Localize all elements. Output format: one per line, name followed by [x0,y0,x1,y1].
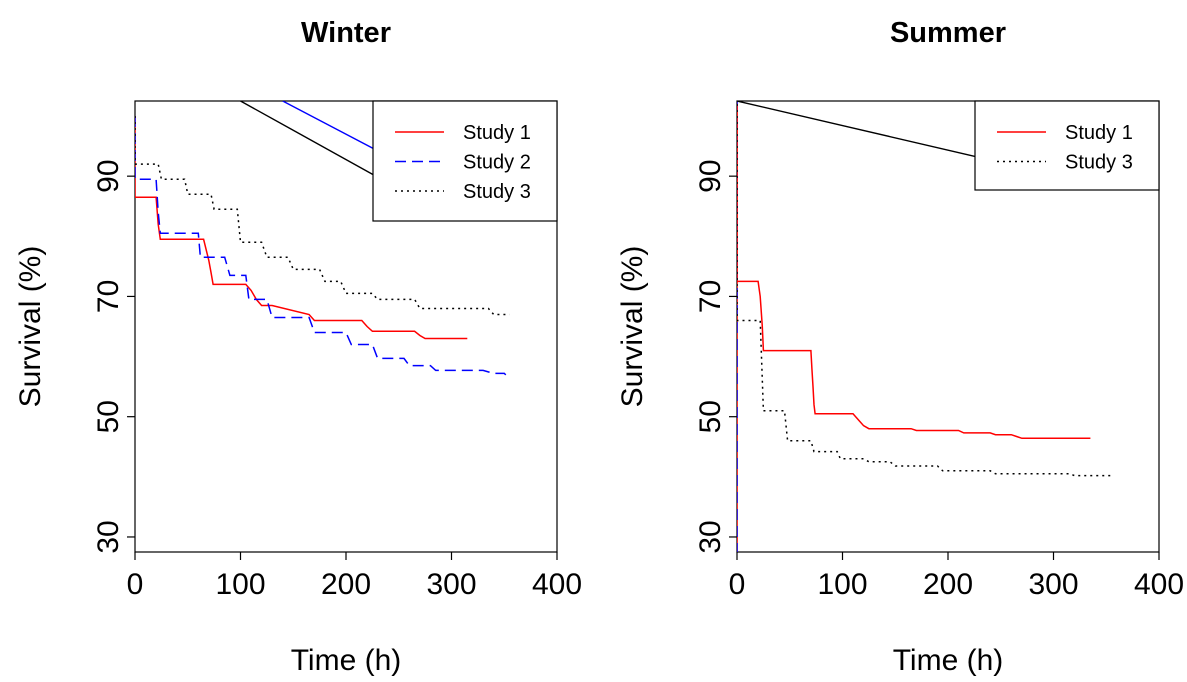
winter-x-tick-label: 200 [321,568,371,601]
summer-panel: Summer 0 100 200 300 400 30 50 70 90 Time (h) Survi… [616,17,1184,677]
summer-x-tick-label: 300 [1028,568,1078,601]
summer-y-tick-label: 30 [694,520,727,553]
winter-x-tick-label: 100 [215,568,265,601]
summer-title: Summer [890,17,1006,49]
summer-x-axis-label: Time (h) [893,644,1004,677]
winter-x-axis-label: Time (h) [291,644,402,677]
winter-title: Winter [301,17,391,49]
winter-series-study-3 [135,116,510,316]
winter-y-tick-label: 70 [92,280,125,313]
winter-legend: Study 1 Study 2 Study 3 [372,100,558,222]
summer-x-tick-label: 0 [729,568,746,601]
winter-legend-label-study-2: Study 2 [463,152,531,174]
winter-y-axis-label: Survival (%) [14,246,47,408]
summer-x-tick-label: 400 [1134,568,1184,601]
summer-callout-study-3 [737,101,1004,164]
summer-legend-box [974,100,1160,191]
winter-y-tick-label: 50 [92,400,125,433]
summer-x-tick-label: 200 [923,568,973,601]
winter-legend-label-study-3: Study 3 [463,181,531,203]
summer-legend-label-study-3: Study 3 [1065,152,1133,174]
winter-series-study-2 [135,116,511,380]
summer-x-tick-label: 100 [817,568,867,601]
summer-y-tick-label: 90 [694,159,727,192]
summer-series-study-1 [737,104,1091,440]
summer-y-axis-label: Survival (%) [616,246,649,408]
summer-plot-area [737,101,1112,552]
winter-x-tick-label: 300 [426,568,476,601]
winter-plot-area [135,101,511,380]
summer-series-study-3 [737,104,1112,477]
summer-y-tick-label: 50 [694,400,727,433]
summer-legend-label-study-1: Study 1 [1065,122,1133,144]
winter-x-tick-label: 400 [532,568,582,601]
winter-panel: Winter 0 100 200 300 400 30 50 70 90 Time (h) Survi… [14,17,582,677]
summer-legend: Study 1 Study 3 [974,100,1160,191]
winter-y-tick-label: 30 [92,520,125,553]
summer-y-tick-label: 70 [694,280,727,313]
winter-legend-label-study-1: Study 1 [463,122,531,144]
winter-y-tick-label: 90 [92,159,125,192]
winter-x-tick-label: 0 [127,568,144,601]
